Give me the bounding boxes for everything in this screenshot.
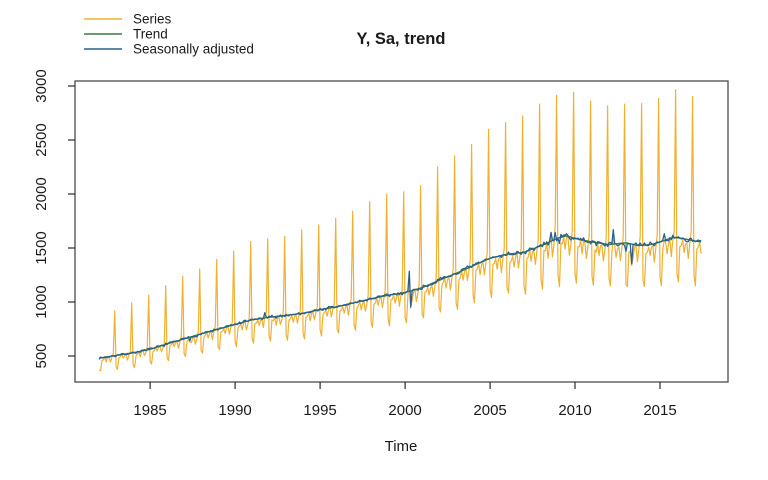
seasonally-adjusted-line bbox=[98, 229, 702, 360]
y-axis-tick-label: 500 bbox=[33, 343, 50, 368]
y-axis-tick-label: 1000 bbox=[33, 285, 50, 318]
plot-border bbox=[74, 80, 729, 383]
chart-title: Y, Sa, trend bbox=[357, 30, 446, 48]
trend-legend-label: Trend bbox=[133, 27, 168, 42]
x-axis-tick-label: 2010 bbox=[558, 402, 591, 419]
series-line bbox=[98, 89, 702, 372]
seasonally-adjusted-legend-label: Seasonally adjusted bbox=[133, 42, 254, 57]
series-legend-label: Series bbox=[133, 12, 172, 27]
y-axis-tick-label: 1500 bbox=[33, 231, 50, 264]
x-axis-tick-label: 2015 bbox=[643, 402, 676, 419]
legend: Series Trend Seasonally adjusted bbox=[84, 12, 254, 57]
y-axis-tick-label: 2500 bbox=[33, 123, 50, 156]
series-layer bbox=[98, 89, 702, 372]
axes-layer: 1985 1990 1995 2000 2005 2010 2015 500 1000 1500 2… bbox=[33, 69, 677, 419]
y-axis-tick-label: 2000 bbox=[33, 177, 50, 210]
legend-item-seasonally-adjusted: Seasonally adjusted bbox=[84, 42, 254, 57]
legend-item-series: Series bbox=[84, 12, 172, 27]
y-axis-tick-label: 3000 bbox=[33, 69, 50, 102]
x-axis-tick-label: 1990 bbox=[218, 402, 251, 419]
x-axis-tick-label: 2005 bbox=[473, 402, 506, 419]
x-axis-label: Time bbox=[385, 438, 418, 455]
x-axis-tick-label: 2000 bbox=[388, 402, 421, 419]
x-axis-tick-label: 1985 bbox=[133, 402, 166, 419]
x-axis-tick-label: 1995 bbox=[303, 402, 336, 419]
legend-item-trend: Trend bbox=[84, 27, 168, 42]
